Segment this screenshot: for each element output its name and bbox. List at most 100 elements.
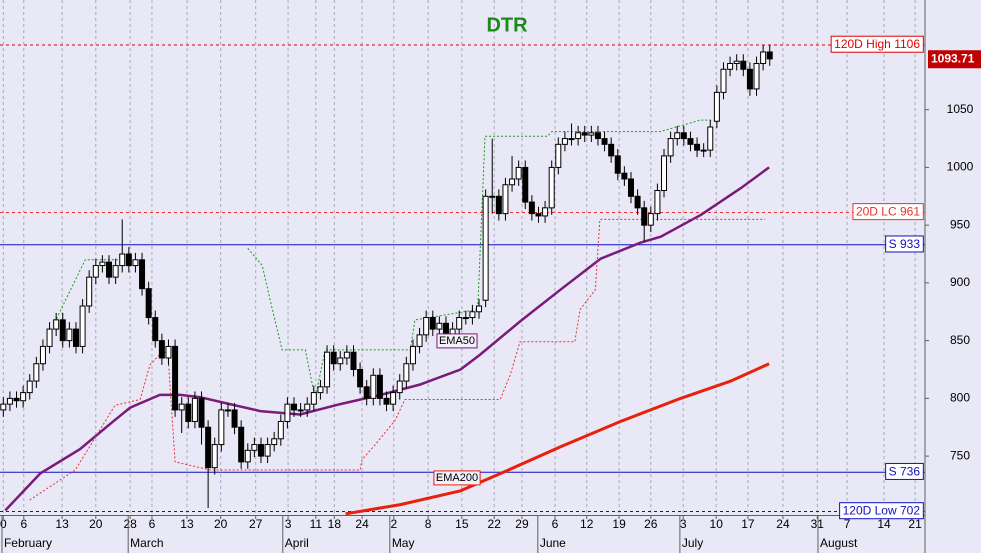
x-tick-label: 8 xyxy=(425,517,432,531)
candle-body xyxy=(390,392,397,405)
candle-body xyxy=(667,138,674,157)
candle-body xyxy=(370,374,377,399)
x-tick-label: 11 xyxy=(310,517,323,531)
candle-body xyxy=(766,51,773,60)
chart-title: DTR xyxy=(486,14,528,36)
candle-body xyxy=(132,259,139,267)
candle-body xyxy=(654,190,661,215)
candle-body xyxy=(39,345,46,365)
candle-body xyxy=(330,351,337,365)
candle-body xyxy=(224,409,231,412)
candle-body xyxy=(257,444,264,457)
candle-body xyxy=(495,195,502,215)
candle-body xyxy=(198,397,205,428)
series-label-box xyxy=(433,470,481,486)
candle-body xyxy=(125,253,132,267)
x-tick-label: 31 xyxy=(811,517,825,531)
plot-area xyxy=(0,44,925,515)
candle-body xyxy=(627,178,634,197)
candle-body xyxy=(614,155,621,174)
candle-body xyxy=(528,201,535,215)
candle-body xyxy=(211,444,218,469)
candle-body xyxy=(205,426,212,469)
candle-body xyxy=(172,345,179,411)
candle-body xyxy=(158,340,165,359)
month-label: July xyxy=(682,536,703,550)
candle-body xyxy=(66,328,73,342)
candle-body xyxy=(713,91,720,122)
y-tick-label: 800 xyxy=(950,391,970,405)
candle-body xyxy=(145,288,152,319)
level-label-box xyxy=(830,35,924,53)
candle-body xyxy=(178,403,185,411)
candle-body xyxy=(509,178,516,186)
candle-body xyxy=(753,63,760,90)
grid xyxy=(2,0,916,515)
level-label-box xyxy=(852,203,924,221)
level-label: S 933 xyxy=(889,237,921,251)
x-tick-label: 18 xyxy=(328,517,342,531)
candle-body xyxy=(733,60,740,65)
candle-body xyxy=(231,409,238,428)
x-tick-label: 6 xyxy=(149,517,156,531)
candle-body xyxy=(317,386,324,394)
candle-body xyxy=(707,126,714,151)
candle-body xyxy=(0,403,7,411)
candle-body xyxy=(297,409,304,412)
candle-body xyxy=(383,397,390,405)
candle-body xyxy=(310,392,317,405)
candle-body xyxy=(284,403,291,422)
series-line xyxy=(4,166,770,512)
month-label: August xyxy=(820,536,858,550)
candle-body xyxy=(462,317,469,320)
candle-body xyxy=(26,380,33,394)
x-tick-label: 3 xyxy=(680,517,687,531)
candle-body xyxy=(661,155,668,192)
candle-body xyxy=(601,138,608,145)
y-tick-label: 750 xyxy=(950,448,970,462)
candle-body xyxy=(13,397,20,402)
candle-body xyxy=(436,322,443,330)
labels: EMA50 EMA200 120D High 1106 20D LC 961 S 933… xyxy=(433,35,981,520)
candle-body xyxy=(350,351,357,371)
candle-body xyxy=(482,195,489,301)
candle-body xyxy=(363,386,370,399)
candle-body xyxy=(119,253,126,267)
y-tick-label: 1000 xyxy=(947,160,974,174)
x-tick-label: 17 xyxy=(741,517,755,531)
month-label: February xyxy=(4,536,52,550)
x-tick-label: 2 xyxy=(390,517,397,531)
candle-body xyxy=(542,207,549,217)
candle-body xyxy=(740,60,747,70)
candle-body xyxy=(403,363,410,382)
candle-body xyxy=(251,444,258,451)
candle-body xyxy=(515,166,522,180)
candle-body xyxy=(99,261,106,267)
x-tick-label: 0 xyxy=(0,517,7,531)
candle-body xyxy=(674,132,681,140)
candle-body xyxy=(746,68,753,90)
candle-body xyxy=(588,132,595,136)
x-tick-label: 6 xyxy=(20,517,27,531)
x-tick-label: 22 xyxy=(488,517,502,531)
candle-body xyxy=(271,438,278,446)
x-tick-label: 15 xyxy=(455,517,469,531)
candle-body xyxy=(409,345,416,365)
level-label-box xyxy=(839,502,924,520)
candle-body xyxy=(621,172,628,180)
level-label: S 736 xyxy=(889,464,921,478)
series-label: EMA50 xyxy=(439,335,475,347)
candle-body xyxy=(641,207,648,226)
level-label: 20D LC 961 xyxy=(856,205,920,219)
series-line xyxy=(54,119,713,399)
candle-body xyxy=(489,195,496,198)
candle-body xyxy=(700,149,707,152)
series-label: EMA200 xyxy=(436,472,478,484)
candle-body xyxy=(575,132,582,140)
candle-body xyxy=(687,138,694,145)
candle-body xyxy=(429,317,436,330)
y-tick-label: 950 xyxy=(950,217,970,231)
candle-body xyxy=(324,351,331,388)
